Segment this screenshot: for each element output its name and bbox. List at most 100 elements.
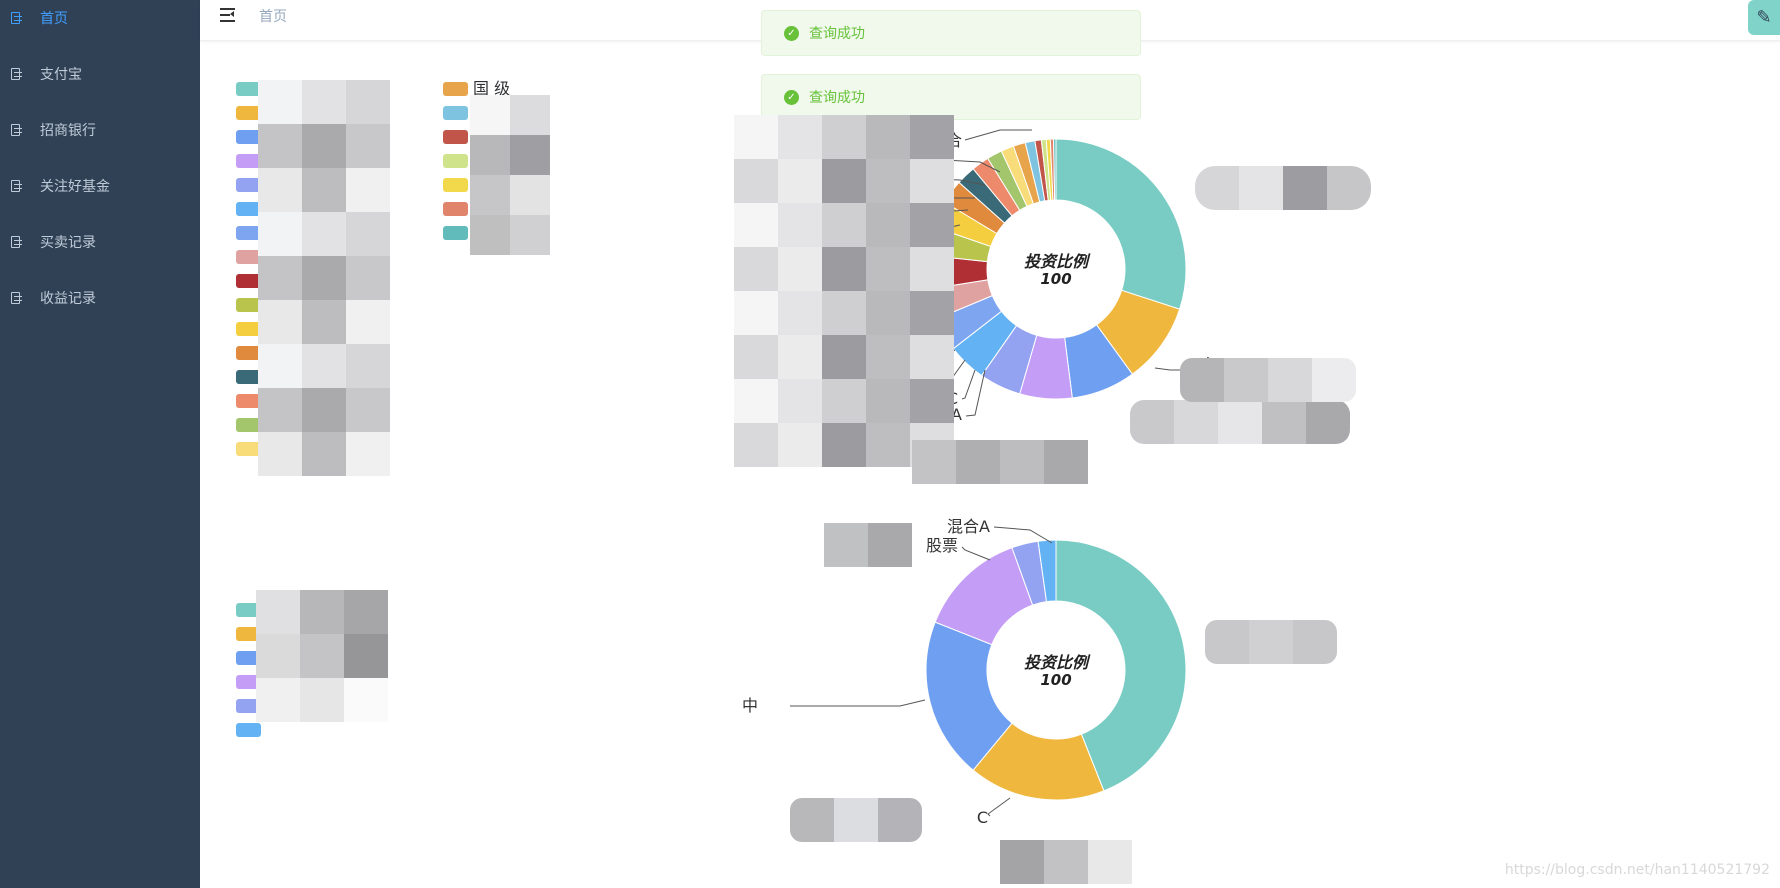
menu-item-label: 招商银行 [40,123,96,139]
legend-item[interactable] [236,322,266,336]
breadcrumb[interactable]: 首页 [259,9,287,25]
pie-slice[interactable] [980,324,1038,395]
menu-item-label: 支付宝 [40,67,82,83]
pie-slice[interactable] [972,157,1021,217]
pie-slice[interactable] [972,722,1105,801]
menu-item-label: 买卖记录 [40,235,96,251]
legend-swatch [236,651,261,665]
success-message: ✓ 查询成功 [761,74,1141,120]
pie-slice[interactable] [958,168,1013,224]
document-icon [11,123,23,137]
legend-swatch [236,346,261,360]
legend-item[interactable]: 国 级 [443,81,510,97]
legend-swatch [236,274,261,288]
redacted-block [1130,400,1350,444]
legend-swatch [236,106,261,120]
legend-swatch [236,82,261,96]
legend-swatch [236,603,261,617]
redacted-block [1195,166,1371,210]
pie-slice[interactable] [1045,138,1054,201]
slice-label: 股票 [926,536,958,555]
legend-swatch [443,202,468,216]
pie-slice[interactable] [925,621,1013,771]
legend-swatch [236,699,261,713]
menu-item-home[interactable]: 首页 [0,0,200,46]
legend-swatch [236,250,261,264]
message-text: 查询成功 [809,26,865,42]
menu-item-earnings[interactable]: 收益记录 [0,270,200,326]
pie-slice[interactable] [934,547,1034,646]
label-leader-line [961,369,976,400]
legend-item[interactable] [443,130,473,144]
redacted-block [912,440,1088,484]
success-message: ✓ 查询成功 [761,10,1141,56]
center-value: 100 [1040,270,1071,288]
document-icon [11,67,23,81]
label-leader-line [987,797,1011,817]
legend-swatch [443,226,468,240]
legend-swatch [236,202,261,216]
center-label: 投资比例 [1024,252,1091,271]
label-leader-line [964,129,1032,141]
legend-swatch [443,154,468,168]
redacted-block [1000,840,1132,884]
pie-slice[interactable] [987,150,1028,211]
pie-slice[interactable] [1053,138,1057,201]
menu-item-label: 收益记录 [40,291,96,307]
document-icon [11,291,23,305]
redacted-block [258,80,390,476]
pie-slice[interactable] [1095,289,1181,375]
pie-slice[interactable] [1064,324,1134,399]
legend-swatch [236,723,261,737]
legend-swatch [236,154,261,168]
menu-item-label: 关注好基金 [40,179,110,195]
pie-slice[interactable] [1024,140,1046,203]
legend-swatch [236,394,261,408]
legend-item[interactable] [236,723,266,737]
hamburger-icon[interactable] [218,7,238,25]
pie-slice[interactable] [1037,539,1057,603]
menu-item-trades[interactable]: 买卖记录 [0,214,200,270]
center-label: 投资比例 [1024,653,1091,672]
redacted-block [790,798,922,842]
legend-swatch [236,130,261,144]
pie-slice[interactable] [1011,540,1048,606]
legend-swatch [236,226,261,240]
menu-item-watchlist[interactable]: 关注好基金 [0,158,200,214]
menu-item-cmb[interactable]: 招商银行 [0,102,200,158]
settings-icon[interactable]: ✎ [1748,0,1780,35]
menu-item-alipay[interactable]: 支付宝 [0,46,200,102]
pie-slice[interactable] [1034,139,1049,202]
legend-swatch [443,178,468,192]
legend-swatch [236,298,261,312]
pie-slice[interactable] [1012,142,1041,205]
legend-item[interactable] [236,603,266,617]
redacted-block [1180,358,1356,402]
legend-swatch [443,82,468,96]
legend-swatch [236,442,261,456]
label-leader-line [965,369,986,417]
pie-slice[interactable] [1019,334,1073,400]
legend-swatch [236,178,261,192]
pie-slice[interactable] [952,310,1018,377]
pie-slice[interactable] [1055,539,1187,792]
pie-slice[interactable] [1000,145,1035,208]
slice-label: 中 [742,696,758,715]
pie-slice[interactable] [1049,138,1056,201]
pie-slice[interactable] [1040,138,1052,201]
label-leader-line [961,546,991,561]
legend-swatch [236,627,261,641]
center-value: 100 [1040,671,1071,689]
watermark: https://blog.csdn.net/han1140521792 [1504,862,1770,878]
redacted-block [256,590,388,722]
check-circle-icon: ✓ [784,25,799,41]
document-icon [11,235,23,249]
message-text: 查询成功 [809,90,865,106]
pie-slice[interactable] [1055,138,1187,310]
legend-swatch [236,675,261,689]
legend-swatch [236,322,261,336]
document-icon [11,179,23,193]
check-circle-icon: ✓ [784,89,799,105]
legend-swatch [443,106,468,120]
